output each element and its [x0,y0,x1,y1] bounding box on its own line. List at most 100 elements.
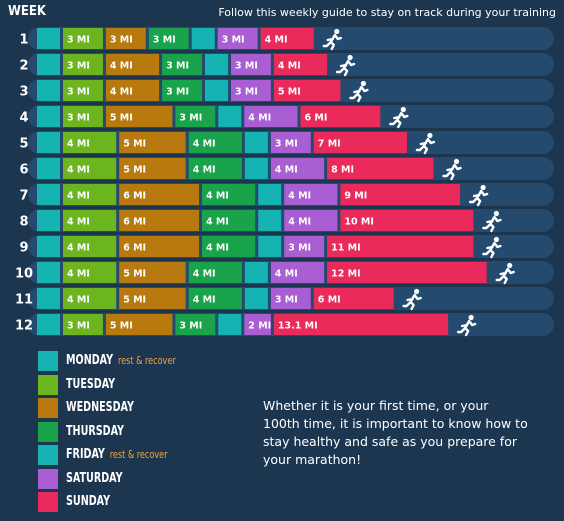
week-number: 9 [19,241,28,256]
bar-friday [244,132,268,153]
bar-label: 4 MI [193,295,216,306]
bar-sunday [273,80,341,101]
bar-label: 3 MI [67,113,90,124]
week-row: 1 3 MI 3 MI 3 MI 3 MI 4 MI [19,27,554,51]
bar-thursday [188,158,242,179]
bar-saturday [284,184,338,205]
bar-label: 4 MI [193,165,216,176]
bar-label: 3 MI [166,61,189,72]
runner-icon [349,80,369,103]
bar-label: 7 MI [318,139,341,150]
runner-icon [389,106,409,129]
bar-tuesday [63,28,103,49]
runner-icon [456,314,477,337]
bar-sunday [260,28,314,49]
bar-wednesday [119,262,186,283]
runner-icon [482,236,502,259]
bar-thursday [202,184,256,205]
bar-sunday [340,210,474,231]
bar-wednesday [105,314,173,335]
week-row: 8 4 MI 6 MI 4 MI 4 MI 10 MI [19,209,554,233]
bar-label: 4 MI [67,191,90,202]
bar-saturday [231,80,271,101]
bar-friday [258,210,282,231]
bar-label: 12 MI [331,269,361,280]
bar-thursday [162,80,202,101]
bar-sunday [300,106,381,127]
bar-label: 4 MI [193,139,216,150]
bar-label: 3 MI [166,87,189,98]
legend-label: THURSDAY [66,424,124,439]
bar-label: 3 MI [153,35,176,46]
week-number: 11 [15,293,33,308]
legend-day: WEDNESDAY [66,400,134,415]
runner-icon [442,158,462,181]
bar-monday [37,314,60,335]
bar-monday [37,132,60,153]
bar-label: 4 MI [288,217,311,228]
bar-label: 3 MI [67,35,90,46]
bar-saturday [284,210,338,231]
bar-label: 5 MI [123,269,146,280]
bar-monday [37,28,60,49]
week-number: 7 [19,189,28,204]
runner-icon [402,288,422,311]
bar-friday [191,28,215,49]
week-row: 6 4 MI 5 MI 4 MI 4 MI 8 MI [19,157,554,181]
bar-label: 5 MI [110,113,133,124]
bar-label: 6 MI [305,113,328,124]
bar-friday [218,314,242,335]
bar-sunday [313,132,407,153]
bar-tuesday [63,80,103,101]
bar-saturday [217,28,258,49]
bar-wednesday [119,184,199,205]
bar-saturday [270,288,311,309]
bar-label: 8 MI [331,165,354,176]
bar-friday [205,54,228,75]
bar-wednesday [105,54,160,75]
bar-label: 5 MI [123,165,146,176]
legend-day: SATURDAY [66,470,123,486]
bar-monday [37,262,60,283]
week-number: 6 [19,163,28,178]
week-number: 10 [15,267,33,282]
bar-label: 4 MI [67,217,90,228]
bar-label: 13.1 MI [278,321,318,332]
bar-friday [244,262,268,283]
body-text: Whether it is your first time, or your 1… [263,398,528,467]
bar-wednesday [119,236,199,257]
bar-saturday [284,236,325,257]
bar-label: 4 MI [275,269,298,280]
legend-swatch [38,468,58,489]
week-row: 3 3 MI 4 MI 3 MI 3 MI 5 MI [19,79,554,103]
bar-tuesday [63,210,117,231]
bar-friday [244,158,268,179]
bar-sunday [273,54,328,75]
bar-monday [37,184,60,205]
bar-label: 3 MI [235,87,258,98]
bar-thursday [188,262,242,283]
bar-label: 3 MI [288,243,311,254]
bar-sunday [273,314,449,335]
chart-subtitle: Follow this weekly guide to stay on trac… [218,6,556,19]
bar-wednesday [119,132,186,153]
bar-label: 4 MI [67,295,90,306]
bar-monday [37,288,60,309]
legend-day: TUESDAY [66,376,116,392]
week-row: 5 4 MI 5 MI 4 MI 3 MI 7 MI [19,131,554,155]
bar-thursday [188,288,242,309]
bar-thursday [162,54,202,75]
bar-saturday [270,132,311,153]
bar-tuesday [63,314,103,335]
bar-thursday [188,132,242,153]
bar-tuesday [63,106,103,127]
bar-label: 9 MI [344,191,367,202]
bar-sunday [327,236,474,257]
legend-label: SATURDAY [66,471,123,486]
runner-icon [335,54,356,77]
bar-thursday [148,28,189,49]
bar-saturday [270,262,325,283]
legend-day: SUNDAY [66,494,111,509]
bar-label: 4 MI [206,217,229,228]
bar-label: 3 MI [179,321,202,332]
